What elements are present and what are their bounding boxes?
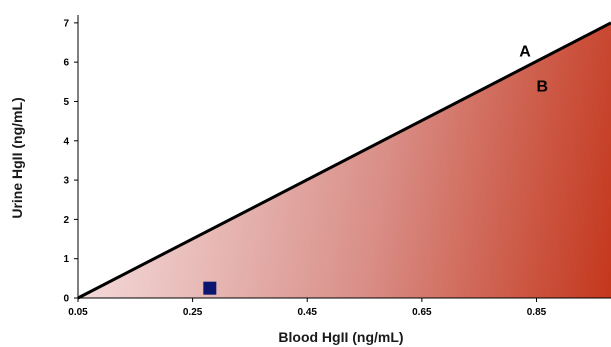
boundary-line	[77, 21, 611, 300]
x-tick-label: 0.65	[412, 307, 432, 318]
y-tick-label: 3	[63, 176, 69, 187]
data-point-marker	[203, 281, 217, 295]
y-tick-label: 4	[63, 136, 69, 147]
x-axis: 0.05 0.25 0.45 0.65 0.85	[68, 297, 611, 318]
y-tick-label: 2	[63, 215, 69, 226]
y-tick-label: 1	[63, 254, 69, 265]
y-tick-label: 0	[63, 294, 69, 305]
annotation-a: A	[519, 43, 531, 60]
x-tick-label: 0.85	[527, 307, 547, 318]
y-axis: 0 1 2 3 4 5 6 7	[63, 15, 79, 305]
x-tick-label: 0.05	[68, 307, 88, 318]
x-tick-label: 0.25	[183, 307, 203, 318]
y-tick-label: 7	[63, 18, 69, 29]
y-axis-title: Urine HgII (ng/mL)	[9, 97, 25, 218]
x-tick-label: 0.45	[298, 307, 318, 318]
x-axis-title: Blood HgII (ng/mL)	[278, 329, 403, 345]
y-ticks: 0 1 2 3 4 5 6 7	[63, 18, 78, 305]
x-ticks: 0.05 0.25 0.45 0.65 0.85	[68, 298, 547, 318]
y-tick-label: 6	[63, 58, 69, 69]
y-tick-label: 5	[63, 97, 69, 108]
annotation-b: B	[536, 79, 548, 96]
